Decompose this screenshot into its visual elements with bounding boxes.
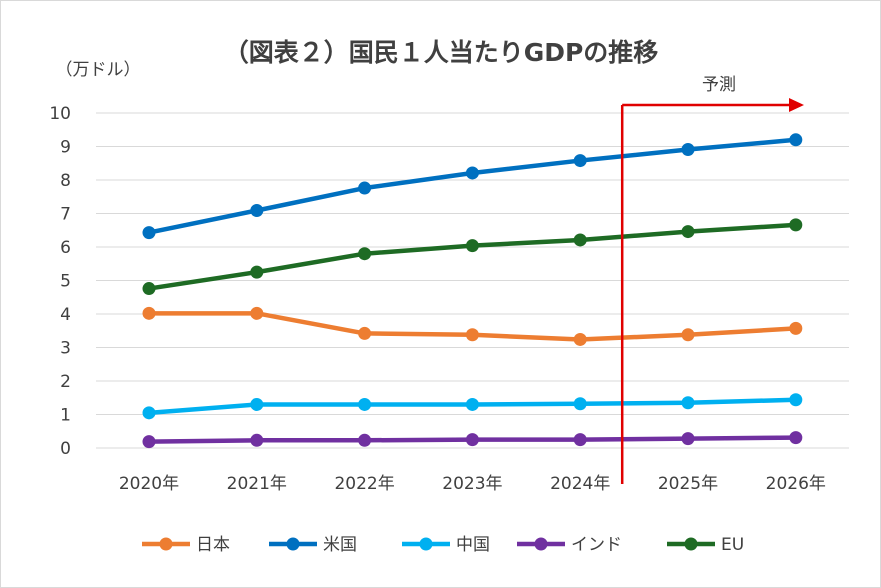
y-tick-label: 4	[60, 305, 71, 325]
data-point	[358, 247, 372, 261]
x-tick-label: 2026年	[766, 474, 826, 494]
series-中国	[142, 393, 803, 420]
legend-marker	[159, 537, 173, 551]
data-point	[358, 326, 372, 340]
legend-marker	[286, 537, 300, 551]
y-tick-label: 8	[60, 171, 71, 191]
y-tick-label: 5	[60, 272, 71, 292]
data-point	[573, 332, 587, 346]
data-point	[573, 233, 587, 247]
data-point	[250, 306, 264, 320]
data-point	[142, 406, 156, 420]
legend: 日本 米国 中国 インド EU	[142, 535, 744, 555]
data-point	[250, 433, 264, 447]
data-point	[142, 226, 156, 240]
forecast-label: 予測	[702, 75, 736, 95]
y-axis-ticks: 0 1 2 3 4 5 6 7 8 9 10	[49, 104, 71, 459]
x-tick-label: 2024年	[550, 474, 610, 494]
y-tick-label: 0	[60, 439, 71, 459]
data-point	[142, 435, 156, 449]
y-axis-unit-label: （万ドル）	[56, 60, 141, 80]
legend-item: インド	[517, 535, 622, 555]
data-point	[789, 218, 803, 232]
data-point	[681, 432, 695, 446]
series-line	[148, 137, 797, 235]
data-point	[358, 433, 372, 447]
x-tick-label: 2022年	[334, 474, 394, 494]
x-tick-label: 2021年	[227, 474, 287, 494]
series-group	[142, 133, 803, 449]
data-point	[465, 328, 479, 342]
data-point	[142, 306, 156, 320]
data-point	[250, 203, 264, 217]
legend-item: EU	[667, 535, 744, 555]
series-日本	[142, 306, 803, 346]
series-米国	[142, 133, 803, 240]
data-point	[789, 431, 803, 445]
forecast-arrowhead	[789, 98, 804, 112]
data-point	[465, 433, 479, 447]
data-point	[573, 433, 587, 447]
series-EU	[142, 218, 803, 296]
data-point	[250, 265, 264, 279]
legend-item: 中国	[402, 535, 490, 555]
y-tick-label: 3	[60, 339, 71, 359]
data-point	[789, 321, 803, 335]
data-point	[358, 181, 372, 195]
data-point	[681, 396, 695, 410]
forecast-marker: 予測	[620, 75, 804, 484]
series-line	[148, 222, 796, 291]
data-point	[465, 239, 479, 253]
data-point	[465, 166, 479, 180]
data-point	[465, 397, 479, 411]
data-point	[250, 397, 264, 411]
series-インド	[142, 431, 803, 449]
legend-label: 中国	[456, 535, 490, 555]
y-tick-label: 7	[60, 205, 71, 225]
x-tick-label: 2023年	[442, 474, 502, 494]
x-tick-label: 2025年	[658, 474, 718, 494]
legend-item: 米国	[269, 535, 357, 555]
y-tick-label: 9	[60, 138, 71, 158]
legend-label: 日本	[196, 535, 230, 555]
y-tick-label: 6	[60, 238, 71, 258]
data-point	[142, 282, 156, 296]
legend-label: 米国	[323, 535, 357, 555]
legend-label: インド	[571, 535, 622, 555]
x-tick-label: 2020年	[119, 474, 179, 494]
legend-marker	[684, 537, 698, 551]
data-point	[789, 133, 803, 147]
y-tick-label: 10	[49, 104, 71, 124]
legend-marker	[534, 537, 548, 551]
data-point	[681, 143, 695, 157]
legend-marker	[419, 537, 433, 551]
legend-label: EU	[721, 535, 744, 555]
data-point	[681, 328, 695, 342]
y-tick-label: 1	[60, 406, 71, 426]
data-point	[681, 225, 695, 239]
legend-item: 日本	[142, 535, 230, 555]
data-point	[573, 397, 587, 411]
x-axis-ticks: 2020年 2021年 2022年 2023年 2024年 2025年 2026年	[119, 474, 826, 494]
data-point	[358, 397, 372, 411]
y-tick-label: 2	[60, 372, 71, 392]
data-point	[789, 393, 803, 407]
chart-title: （図表２）国民１人当たりGDPの推移	[224, 38, 659, 67]
data-point	[573, 154, 587, 168]
